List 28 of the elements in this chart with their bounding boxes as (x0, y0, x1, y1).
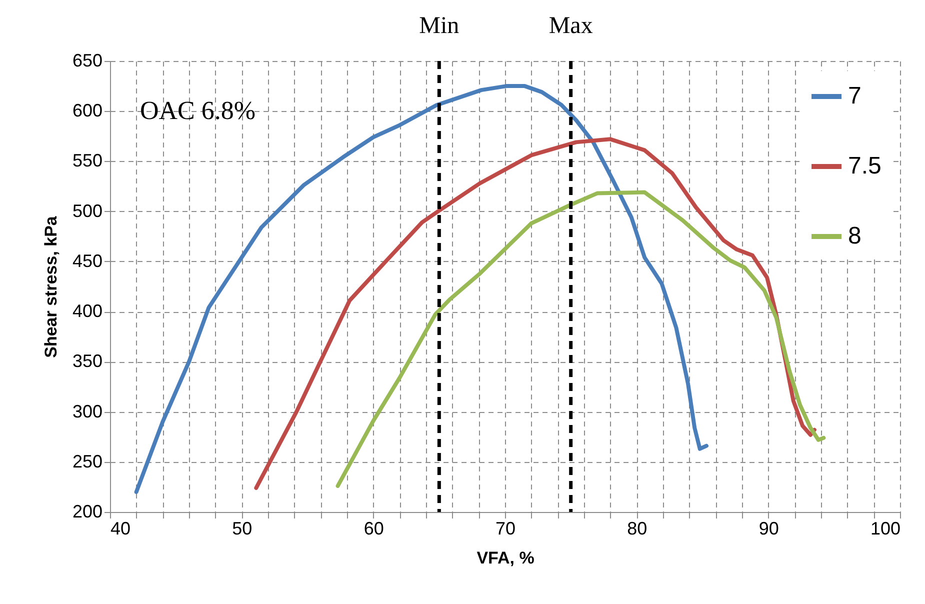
x-axis-title: VFA, % (476, 548, 534, 568)
x-tick-label: 90 (758, 518, 779, 538)
y-tick-label: 350 (72, 351, 102, 372)
line-series (254, 137, 816, 490)
x-tick-label: 100 (870, 518, 900, 538)
x-tick-label: 70 (495, 518, 516, 538)
y-axis-title: Shear stress, kPa (41, 216, 60, 358)
x-tick-label: 40 (110, 518, 131, 538)
legend-label: 7 (848, 82, 862, 110)
y-tick-label: 300 (72, 401, 102, 422)
y-tick-label: 650 (72, 50, 102, 70)
x-tick-label: 80 (627, 518, 648, 538)
x-tick-label: 50 (232, 518, 252, 538)
y-tick-label: 600 (72, 100, 102, 121)
legend-label: 8 (848, 222, 862, 250)
y-tick-label: 500 (72, 200, 102, 221)
y-tick-label: 400 (72, 301, 102, 322)
x-tick-label: 60 (364, 518, 384, 538)
y-tick-label: 200 (72, 502, 102, 522)
ref-line-label: Min (419, 13, 460, 39)
y-tick-label: 250 (72, 451, 102, 472)
legend-label: 7.5 (848, 152, 882, 180)
line-series (134, 84, 708, 494)
y-tick-label: 450 (72, 250, 102, 271)
annotation: OAC 6.8% (140, 96, 256, 125)
ref-line-label: Max (548, 13, 593, 39)
line-series (336, 190, 826, 488)
y-tick-label: 550 (72, 150, 102, 171)
